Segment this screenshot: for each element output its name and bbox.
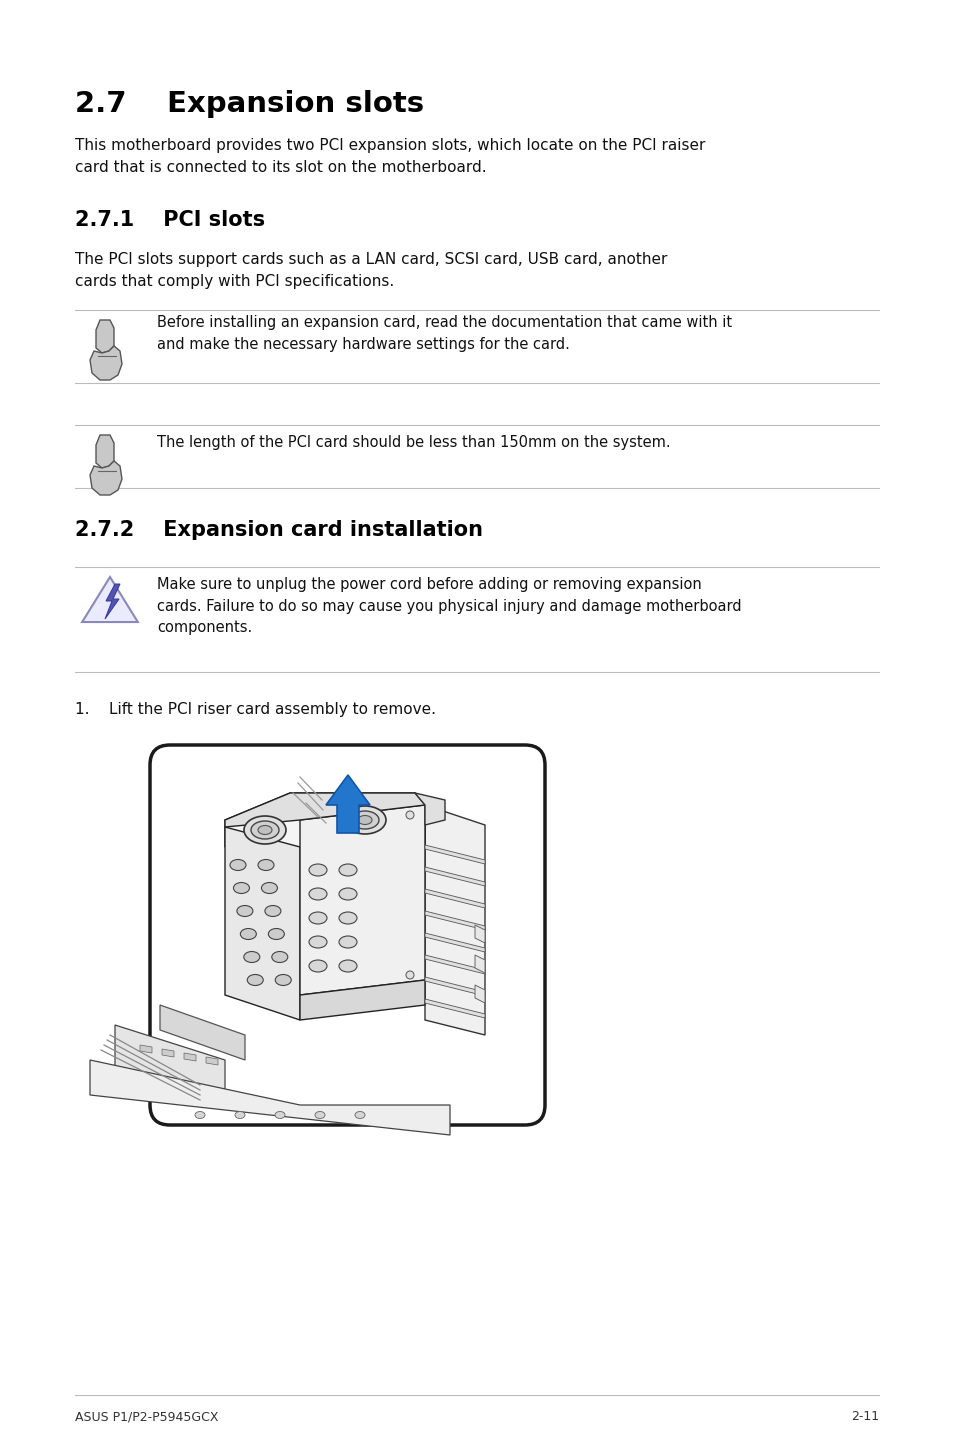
Text: 2.7    Expansion slots: 2.7 Expansion slots [75,91,424,118]
Ellipse shape [309,961,327,972]
Ellipse shape [314,1112,325,1119]
Ellipse shape [309,912,327,925]
Polygon shape [90,347,122,380]
Ellipse shape [338,961,356,972]
Polygon shape [96,321,113,352]
Polygon shape [184,1053,195,1061]
Ellipse shape [338,889,356,900]
Polygon shape [90,462,122,495]
Ellipse shape [309,889,327,900]
Ellipse shape [344,807,386,834]
Polygon shape [415,792,444,825]
Polygon shape [475,925,484,943]
Polygon shape [90,1060,450,1135]
Polygon shape [140,1045,152,1053]
Ellipse shape [357,815,372,824]
Polygon shape [160,1005,245,1060]
Polygon shape [206,1057,218,1066]
Text: The length of the PCI card should be less than 150mm on the system.: The length of the PCI card should be les… [157,436,670,450]
Polygon shape [225,792,424,827]
Text: 2.7.2    Expansion card installation: 2.7.2 Expansion card installation [75,521,482,541]
Polygon shape [105,584,120,618]
Polygon shape [424,955,484,974]
Ellipse shape [338,936,356,948]
Polygon shape [424,846,484,864]
Polygon shape [162,1048,173,1057]
Ellipse shape [244,952,259,962]
Polygon shape [299,981,424,1020]
Ellipse shape [261,883,277,893]
Polygon shape [475,985,484,1002]
Ellipse shape [257,860,274,870]
Ellipse shape [194,1112,205,1119]
Polygon shape [299,805,424,995]
Ellipse shape [247,975,263,985]
Ellipse shape [275,975,291,985]
Polygon shape [424,889,484,907]
Ellipse shape [338,912,356,925]
Ellipse shape [338,864,356,876]
Text: This motherboard provides two PCI expansion slots, which locate on the PCI raise: This motherboard provides two PCI expans… [75,138,704,174]
Polygon shape [424,999,484,1018]
FancyBboxPatch shape [150,745,544,1125]
Ellipse shape [244,815,286,844]
Ellipse shape [351,811,378,828]
Text: ASUS P1/P2-P5945GCX: ASUS P1/P2-P5945GCX [75,1411,218,1424]
Ellipse shape [251,821,278,838]
Polygon shape [424,805,484,1035]
Polygon shape [424,976,484,997]
Ellipse shape [309,864,327,876]
Text: Before installing an expansion card, read the documentation that came with it
an: Before installing an expansion card, rea… [157,315,731,352]
Circle shape [406,971,414,979]
Polygon shape [225,827,299,1020]
Ellipse shape [234,1112,245,1119]
Polygon shape [424,867,484,886]
Text: The PCI slots support cards such as a LAN card, SCSI card, USB card, another
car: The PCI slots support cards such as a LA… [75,252,667,289]
Ellipse shape [236,906,253,916]
Ellipse shape [272,952,288,962]
Ellipse shape [309,936,327,948]
Ellipse shape [240,929,256,939]
Text: 2.7.1    PCI slots: 2.7.1 PCI slots [75,210,265,230]
Ellipse shape [233,883,249,893]
Polygon shape [424,933,484,952]
Polygon shape [225,792,424,847]
Polygon shape [475,955,484,974]
Ellipse shape [230,860,246,870]
Ellipse shape [355,1112,365,1119]
Polygon shape [96,436,113,467]
Text: Make sure to unplug the power cord before adding or removing expansion
cards. Fa: Make sure to unplug the power cord befor… [157,577,740,636]
Polygon shape [326,775,370,833]
Ellipse shape [265,906,280,916]
Polygon shape [82,577,137,623]
Ellipse shape [268,929,284,939]
Text: 1.    Lift the PCI riser card assembly to remove.: 1. Lift the PCI riser card assembly to r… [75,702,436,718]
Text: 2-11: 2-11 [850,1411,878,1424]
Polygon shape [424,912,484,930]
Ellipse shape [274,1112,285,1119]
Polygon shape [115,1025,225,1104]
Circle shape [406,811,414,820]
Ellipse shape [257,825,272,834]
